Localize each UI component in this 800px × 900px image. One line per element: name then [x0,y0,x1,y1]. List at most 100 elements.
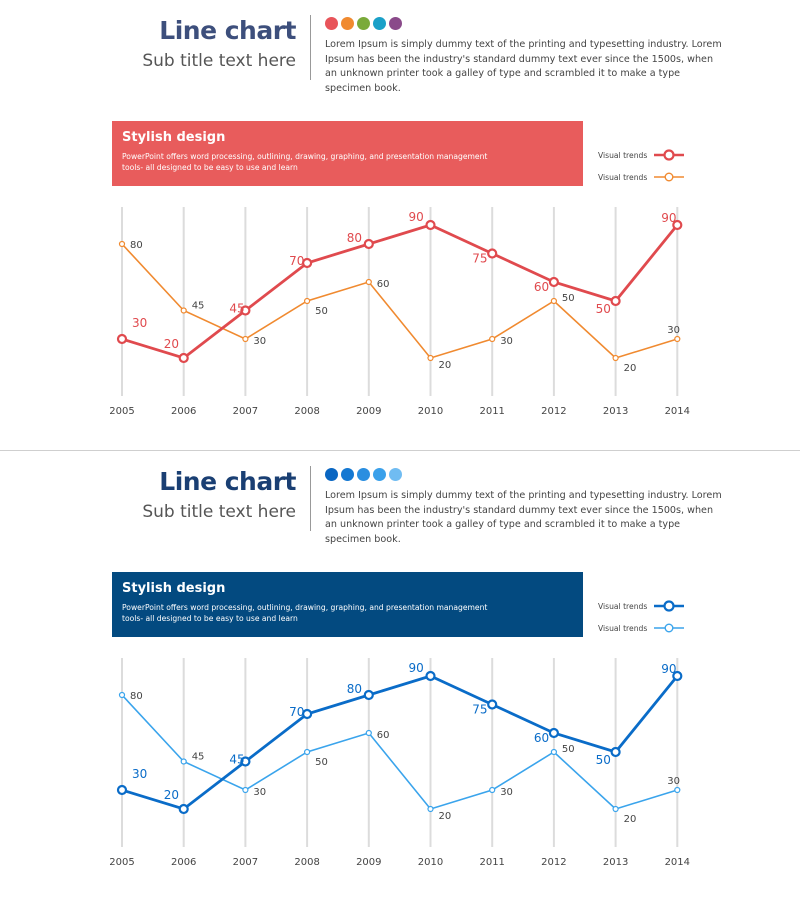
data-point [178,352,189,364]
data-label: 60 [377,279,390,290]
legend-label: Visual trends [598,623,648,633]
x-tick-label: 2006 [171,857,196,868]
data-point [116,784,128,796]
data-label: 80 [130,691,143,702]
data-point [489,786,496,794]
x-tick-label: 2013 [603,406,628,417]
color-dot [373,17,386,30]
data-point [550,297,558,305]
data-label: 90 [661,211,676,225]
color-dots [325,17,402,30]
x-tick-label: 2011 [479,406,504,417]
x-tick-label: 2014 [665,857,690,868]
data-point [363,238,374,250]
series-line-2 [121,694,678,810]
data-label: 45 [229,753,244,767]
slide-red: 2005 2006 2007 2008 2009 2010 2011 2012 2013 2014… [109,15,722,417]
legend-label: Visual trends [598,150,648,160]
color-dot [373,468,386,481]
data-label: 20 [439,360,452,371]
legend-label: Visual trends [598,601,648,611]
series-line-1 [121,223,679,360]
color-dot [357,17,370,30]
slide-title: Line chart [159,467,296,496]
data-label: 70 [289,254,304,268]
data-label: 75 [472,252,487,266]
data-point [487,248,498,259]
data-point [304,748,311,756]
description: Lorem Ipsum is simply dummy text of the … [325,490,722,545]
legend-line-marker-icon [654,600,685,612]
data-label: 90 [409,661,424,675]
banner-text: PowerPoint offers word processing, outli… [122,152,488,172]
series-line-1 [121,674,679,811]
legend-line-marker-icon [654,149,685,161]
data-label: 50 [315,757,328,768]
data-point [610,746,621,758]
data-label: 20 [439,811,452,822]
data-point [612,354,619,362]
data-label: 80 [347,231,362,245]
legend-line-marker-icon [654,172,685,182]
data-label: 30 [253,787,266,798]
banner-text: PowerPoint offers word processing, outli… [122,603,488,623]
data-point [489,335,496,343]
data-point [672,670,683,682]
data-point [365,729,372,737]
legend-item-2: Visual trends [598,622,685,634]
x-tick-label: 2007 [233,857,258,868]
data-point [427,805,434,813]
slide-blue: 2005 2006 2007 2008 2009 2010 2011 2012 2013 2014… [0,450,800,900]
data-point [674,335,681,343]
data-label: 30 [667,325,680,336]
data-label: 30 [667,776,680,787]
data-point [674,786,681,794]
line-chart: 2005 2006 2007 2008 2009 2010 2011 2012 2013 2014… [109,658,690,868]
banner: Stylish design PowerPoint offers word pr… [112,121,583,186]
data-point [612,805,619,813]
legend-item-2: Visual trends [598,171,685,183]
data-point [118,240,126,248]
data-label: 50 [315,306,328,317]
data-label: 60 [534,731,549,745]
data-point [178,803,189,815]
legend-item-1: Visual trends [598,149,685,161]
slide-subtitle: Sub title text here [142,51,296,71]
line-chart: 2005 2006 2007 2008 2009 2010 2011 2012 2013 2014… [109,207,690,417]
banner: Stylish design PowerPoint offers word pr… [112,572,583,637]
data-label: 20 [624,814,637,825]
divider [310,466,311,531]
legend-line-marker-icon [654,623,685,633]
data-point [240,756,251,767]
x-tick-label: 2006 [171,406,196,417]
color-dot [341,468,354,481]
data-label: 30 [132,767,147,781]
legend-label: Visual trends [598,172,648,182]
color-dot [389,468,402,481]
data-label: 50 [562,744,575,755]
data-point [242,786,249,794]
divider [310,15,311,80]
data-point [304,297,311,305]
x-tick-label: 2009 [356,857,381,868]
color-dot [357,468,370,481]
data-label: 45 [192,752,205,763]
data-label: 90 [661,662,676,676]
banner-title: Stylish design [122,130,226,145]
data-point [363,689,374,701]
data-point [116,333,128,345]
x-tick-label: 2009 [356,406,381,417]
x-tick-label: 2007 [233,406,258,417]
x-tick-label: 2011 [479,857,504,868]
x-tick-label: 2005 [109,406,134,417]
data-point [240,305,251,316]
data-point [548,727,560,739]
data-label: 60 [377,730,390,741]
x-tick-label: 2010 [418,857,443,868]
slide-title: Line chart [159,16,296,45]
color-dots [325,468,402,481]
data-point [302,708,313,720]
data-point [242,335,249,343]
data-label: 45 [229,302,244,316]
